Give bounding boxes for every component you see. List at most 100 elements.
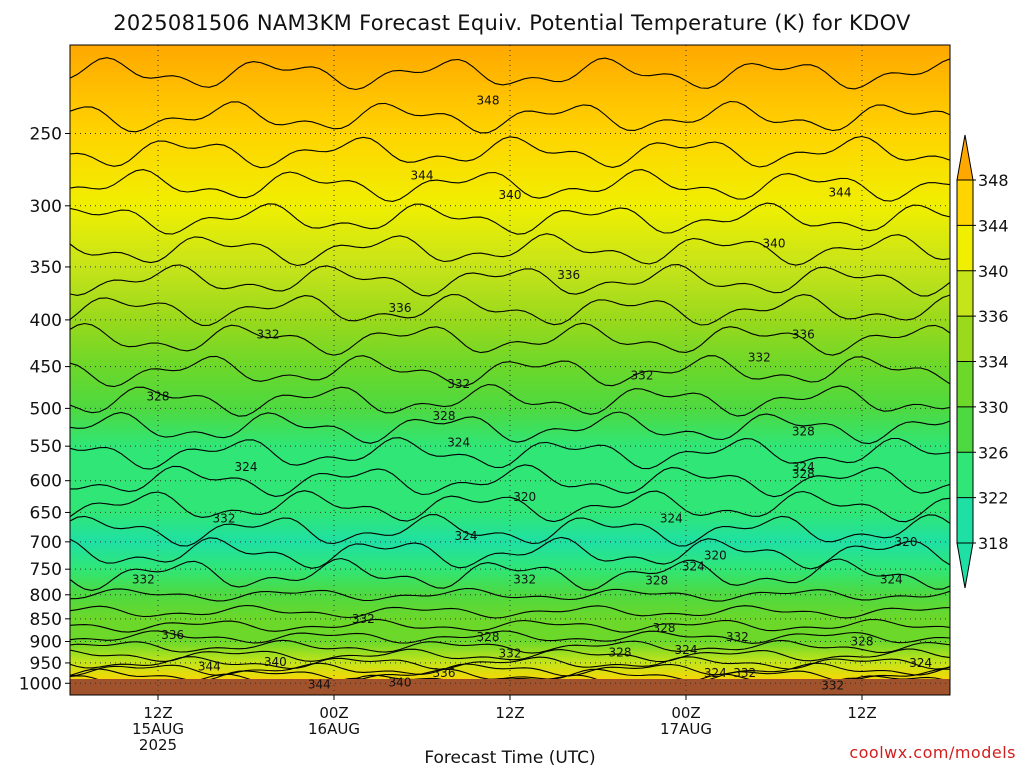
contour-line [70, 135, 950, 169]
contour-label: 320 [704, 549, 727, 563]
colorbar-label: 344 [978, 216, 1009, 235]
y-tick-label: 900 [30, 633, 62, 653]
contour-line [70, 536, 950, 570]
contour-label: 336 [557, 268, 580, 282]
contour-line [70, 630, 950, 644]
contour-label: 336 [433, 666, 456, 680]
contour-lines [70, 57, 950, 692]
contour-label: 340 [389, 676, 412, 690]
contour-label: 332 [631, 368, 654, 382]
contour-label: 328 [851, 635, 874, 649]
x-tick-label: 2025 [139, 736, 177, 754]
y-tick-label: 750 [30, 560, 62, 580]
contour-label: 332 [821, 678, 844, 692]
contour-line [70, 57, 950, 91]
contour-label: 336 [792, 328, 815, 342]
x-tick-label: 16AUG [308, 720, 360, 738]
colorbar-segment [957, 497, 973, 543]
watermark: coolwx.com/models [849, 743, 1016, 762]
contour-label: 332 [499, 647, 522, 661]
y-tick-label: 700 [30, 533, 62, 553]
contour-line [70, 202, 950, 235]
contour-label: 324 [660, 512, 683, 526]
contour-label: 324 [682, 560, 705, 574]
contour-line [70, 437, 950, 470]
plot-area: 3483443403363363323323323323283283243243… [70, 45, 950, 695]
chart-title: 2025081506 NAM3KM Forecast Equiv. Potent… [113, 11, 911, 35]
contour-label: 324 [235, 460, 258, 474]
y-tick-label: 950 [30, 654, 62, 674]
contour-line [70, 322, 950, 356]
contour-label: 324 [447, 436, 470, 450]
y-tick-label: 300 [30, 197, 62, 217]
contour-label: 320 [895, 535, 918, 549]
contour-label: 320 [513, 490, 536, 504]
contour-label: 328 [792, 467, 815, 481]
colorbar-label: 340 [978, 262, 1009, 281]
colorbar-label: 318 [978, 534, 1009, 553]
contour-label: 332 [726, 630, 749, 644]
x-tick-label: 15AUG [132, 720, 184, 738]
contour-label: 332 [513, 573, 536, 587]
contour-label: 324 [792, 460, 815, 474]
x-tick-label: 00Z [671, 704, 700, 722]
contour-line [70, 355, 950, 388]
contour-line [70, 648, 950, 663]
contour-line [70, 464, 950, 498]
y-tick-label: 800 [30, 586, 62, 606]
y-tick-label: 450 [30, 358, 62, 378]
contour-label: 336 [389, 301, 412, 315]
contour-label: 332 [257, 328, 280, 342]
contour-label: 328 [653, 621, 676, 635]
y-tick-label: 850 [30, 610, 62, 630]
x-tick-label: 12Z [847, 704, 876, 722]
contour-label: 340 [499, 188, 522, 202]
contour-label: 340 [763, 237, 786, 251]
contour-label: 332 [213, 512, 236, 526]
colorbar-segment [957, 406, 973, 453]
contour-line [70, 100, 950, 134]
contour-label: 332 [447, 377, 470, 391]
x-tick-label: 12Z [143, 704, 172, 722]
contour-label: 324 [704, 666, 727, 680]
colorbar: 318 322 326 330 334 336 340 344 348 [956, 134, 1009, 589]
contour-label: 344 [829, 185, 852, 199]
contour-line [70, 264, 950, 297]
contour-label: 332 [733, 666, 756, 680]
y-tick-label: 650 [30, 503, 62, 523]
contour-label: 328 [147, 389, 170, 403]
contour-line [70, 639, 950, 654]
colorbar-segment [957, 180, 973, 226]
contour-label: 332 [748, 351, 771, 365]
x-axis-label: Forecast Time (UTC) [424, 748, 595, 768]
colorbar-extend-top [956, 134, 974, 181]
contour-line [70, 490, 950, 523]
contour-line [70, 587, 950, 602]
colorbar-extend-bottom [956, 542, 974, 589]
contour-label: 328 [609, 645, 632, 659]
contour-label: 348 [477, 93, 500, 107]
contour-label: 332 [352, 612, 375, 626]
y-tick-label: 1000 [19, 674, 62, 694]
colorbar-segment [957, 225, 973, 271]
contour-label: 324 [880, 573, 903, 587]
colorbar-label: 336 [978, 307, 1009, 326]
contour-line [70, 514, 950, 547]
contour-label: 324 [675, 643, 698, 657]
y-tick-label: 250 [30, 125, 62, 145]
y-tick-label: 400 [30, 311, 62, 331]
colorbar-segment [957, 452, 973, 498]
contour-line [70, 656, 950, 670]
contour-label: 324 [909, 656, 932, 670]
colorbar-label: 334 [978, 353, 1009, 372]
colorbar-label: 326 [978, 443, 1009, 462]
contour-label: 332 [132, 573, 155, 587]
contour-labels: 3483443403363363323323323323283283243243… [132, 93, 932, 692]
colorbar-label: 330 [978, 398, 1009, 417]
contour-label: 328 [477, 630, 500, 644]
colorbar-segment [957, 270, 973, 317]
x-tick-label: 00Z [319, 704, 348, 722]
y-tick-label: 500 [30, 399, 62, 419]
contour-line [70, 668, 950, 682]
